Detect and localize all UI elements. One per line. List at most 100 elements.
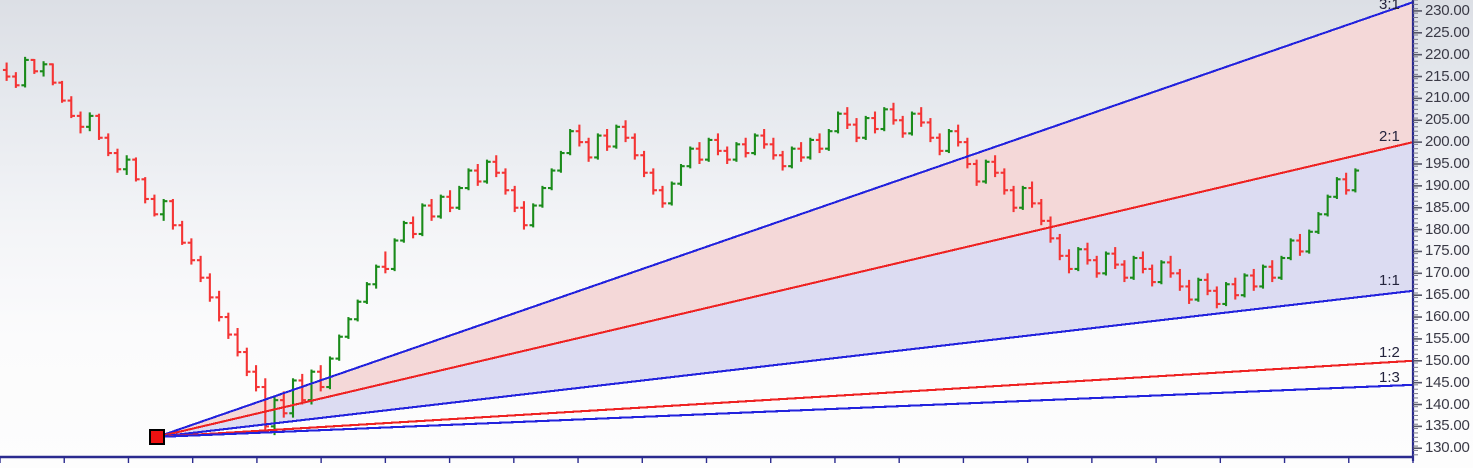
ohlc-bar [233, 327, 242, 357]
ohlc-bar [12, 72, 20, 88]
ohlc-bar [1000, 168, 1009, 195]
ohlc-bar [141, 177, 149, 204]
ohlc-bar [1314, 212, 1323, 234]
ohlc-bar [603, 129, 611, 151]
ohlc-bar [159, 198, 168, 221]
ohlc-bar [880, 107, 888, 132]
ohlc-bar [677, 163, 685, 186]
ohlc-bar [815, 133, 824, 154]
ohlc-bar [418, 203, 427, 237]
ohlc-bar [889, 102, 898, 125]
ohlc-bar [1259, 264, 1267, 289]
ohlc-bar [520, 201, 528, 230]
ohlc-bar [1240, 273, 1249, 298]
gann-fan-line[interactable] [156, 141, 1414, 439]
ohlc-bar [280, 391, 288, 418]
ohlc-bar [196, 255, 205, 283]
ohlc-bar [2, 62, 11, 81]
ohlc-bar [668, 181, 676, 206]
ohlc-bar [1222, 282, 1230, 307]
price-axis[interactable] [1411, 0, 1422, 461]
gann-fan-line[interactable] [156, 359, 1414, 439]
ohlc-bar [843, 107, 851, 130]
ohlc-bar [797, 142, 805, 162]
gann-fan-origin-handle[interactable] [149, 429, 165, 445]
ohlc-bar [1287, 238, 1295, 261]
ohlc-bar [58, 80, 66, 103]
ohlc-bar [640, 150, 648, 178]
ohlc-bar [1102, 251, 1110, 276]
ohlc-bar [1139, 251, 1147, 274]
ohlc-bar [1323, 194, 1332, 217]
ohlc-bar [547, 168, 556, 191]
ohlc-bar [446, 190, 454, 213]
ohlc-bar [972, 159, 981, 186]
ohlc-bar [908, 111, 916, 136]
ohlc-bar [39, 61, 48, 77]
ohlc-bar [270, 395, 279, 436]
ohlc-bar [871, 111, 879, 134]
ohlc-bar [741, 137, 750, 158]
ohlc-bar [788, 146, 796, 169]
ohlc-bar [557, 150, 565, 173]
gann-fan-line[interactable] [156, 1, 1414, 438]
time-axis[interactable] [0, 455, 1414, 463]
ohlc-bar [492, 155, 500, 178]
ohlc-bar [926, 118, 935, 143]
ohlc-bar [123, 155, 131, 175]
ohlc-bar [982, 159, 990, 184]
ohlc-bar [1166, 255, 1175, 278]
ohlc-bar [317, 365, 325, 392]
ohlc-bar [455, 185, 463, 210]
ohlc-bar [409, 216, 417, 239]
ohlc-bar [1185, 279, 1193, 304]
ohlc-bar [298, 373, 306, 405]
gann-fan-lines[interactable] [156, 1, 1414, 439]
ohlc-bar [169, 198, 177, 230]
ohlc-bar [1019, 185, 1027, 210]
ohlc-bar [529, 203, 537, 228]
ohlc-bar [113, 148, 122, 173]
ohlc-bar [1296, 233, 1304, 256]
ohlc-bar [104, 133, 112, 157]
ohlc-bar [954, 124, 962, 147]
ohlc-bar [538, 185, 547, 208]
ohlc-bar [289, 378, 297, 418]
ohlc-bar [751, 133, 759, 156]
ohlc-bar [825, 129, 833, 151]
ohlc-bar [1176, 268, 1184, 291]
ohlc-bar [1028, 181, 1036, 208]
ohlc-bar [723, 146, 731, 164]
ohlc-bar [1351, 168, 1360, 193]
gann-fan-line[interactable] [156, 289, 1414, 439]
ohlc-bar [1046, 216, 1055, 243]
ohlc-bar [935, 133, 944, 156]
ohlc-bar [1065, 249, 1073, 274]
ohlc-bar [852, 118, 861, 143]
ohlc-bar [594, 133, 602, 160]
ohlc-bar [344, 317, 353, 339]
ohlc-bar [963, 137, 972, 169]
ohlc-bar [1111, 247, 1119, 269]
ohlc-bar [714, 133, 722, 156]
ohlc-bar [1305, 229, 1313, 254]
ohlc-bar [49, 63, 57, 86]
ohlc-bar [1056, 233, 1064, 261]
gann-origin-square[interactable] [149, 429, 165, 445]
ohlc-bar [612, 124, 621, 149]
ohlc-bar [945, 129, 953, 154]
ohlc-bar [686, 146, 694, 169]
ohlc-bar [621, 120, 630, 143]
gann-fan-line[interactable] [156, 383, 1414, 439]
ohlc-bar [363, 282, 371, 304]
ohlc-bar [1250, 268, 1258, 291]
ohlc-bar [215, 290, 223, 322]
ohlc-bar [917, 107, 925, 127]
ohlc-bar [381, 251, 390, 274]
ohlc-bar [335, 334, 343, 361]
ohlc-bar [21, 56, 29, 88]
ohlc-bar [695, 142, 704, 164]
ohlc-bar [372, 264, 380, 289]
